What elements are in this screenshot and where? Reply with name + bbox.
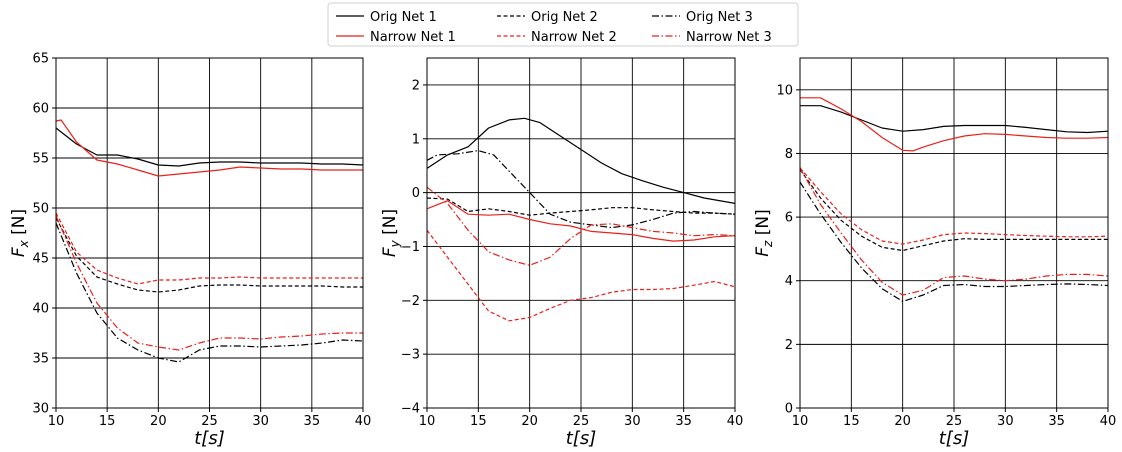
- legend-entry-narrow-net-2: Narrow Net 2: [531, 30, 617, 45]
- y-tick-label: 8: [785, 147, 793, 162]
- legend-entry-orig-net-3: Orig Net 3: [686, 10, 753, 25]
- series-line-narrow-net-2: [55, 212, 363, 285]
- x-tick-label: 25: [201, 414, 218, 429]
- y-tick-label: 50: [32, 202, 49, 217]
- x-tick-label: 25: [946, 414, 963, 429]
- y-axis-label: Fz [N]: [753, 209, 775, 256]
- x-tick-label: 10: [419, 414, 436, 429]
- fy-chart: 10 15 20 25 30 35 40 −4 −3 −2 −1 0 1 2 t[s] Fy [N]: [380, 57, 744, 449]
- x-tick-label: 30: [624, 414, 641, 429]
- y-tick-label: 2: [785, 338, 793, 353]
- x-tick-label: 30: [997, 414, 1014, 429]
- y-tick-label: 30: [32, 402, 49, 417]
- x-tick-label: 35: [1048, 414, 1065, 429]
- y-tick-label: 1: [412, 132, 420, 147]
- x-tick-label: 35: [304, 414, 321, 429]
- legend-entry-narrow-net-3: Narrow Net 3: [686, 30, 772, 45]
- y-tick-label: −1: [401, 240, 420, 255]
- x-axis-label: t[s]: [566, 428, 596, 449]
- series-line-narrow-net-1: [800, 97, 1109, 152]
- x-tick-label: 25: [573, 414, 590, 429]
- y-tick-label: −3: [401, 348, 420, 363]
- x-axis-label: t[s]: [939, 428, 969, 449]
- x-tick-label: 30: [252, 414, 269, 429]
- y-tick-label: 6: [785, 211, 793, 226]
- x-tick-label: 40: [727, 414, 744, 429]
- x-tick-label: 15: [99, 414, 116, 429]
- series-line-orig-net-1: [426, 117, 736, 204]
- legend-entry-orig-net-1: Orig Net 1: [370, 10, 437, 25]
- fx-chart: 10 15 20 25 30 35 40 30 35 40 45 50 55 60 65 t[s] Fx [N]: [9, 52, 371, 450]
- y-tick-label: −4: [401, 402, 420, 417]
- x-tick-label: 10: [792, 414, 809, 429]
- fz-chart: 10 15 20 25 30 35 40 0 2 4 6 8 10 t[s] Fz [N]: [753, 57, 1117, 449]
- y-tick-label: 10: [776, 83, 793, 98]
- series-line-narrow-net-3: [55, 215, 363, 351]
- x-tick-label: 15: [843, 414, 860, 429]
- series-line-narrow-net-1: [426, 200, 736, 242]
- x-axis-label: t[s]: [194, 428, 224, 449]
- series-line-orig-net-3: [426, 150, 736, 229]
- y-tick-label: 40: [32, 302, 49, 317]
- y-tick-label: 55: [32, 152, 49, 167]
- y-tick-label: 0: [785, 402, 793, 417]
- series-line-orig-net-3: [55, 222, 364, 363]
- x-tick-label: 40: [355, 414, 372, 429]
- series-line-orig-net-1: [55, 127, 364, 167]
- series-line-narrow-net-2: [426, 229, 736, 322]
- series-line-orig-net-1: [800, 105, 1109, 134]
- y-tick-label: 4: [785, 274, 793, 289]
- y-tick-label: 0: [412, 186, 420, 201]
- x-tick-label: 20: [150, 414, 167, 429]
- x-tick-label: 10: [48, 414, 65, 429]
- series-line-orig-net-3: [799, 181, 1109, 302]
- series-line-narrow-net-3: [426, 186, 736, 266]
- series-line-narrow-net-3: [799, 167, 1109, 296]
- y-axis-label: Fx [N]: [9, 209, 31, 257]
- legend-entry-narrow-net-1: Narrow Net 1: [370, 30, 456, 45]
- y-tick-label: 45: [32, 252, 49, 267]
- legend: Orig Net 1 Orig Net 2 Orig Net 3 Narrow Net…: [327, 2, 799, 47]
- y-tick-label: 2: [412, 78, 420, 93]
- y-tick-label: 35: [32, 352, 49, 367]
- x-tick-label: 15: [470, 414, 487, 429]
- series-line-narrow-net-1: [55, 119, 363, 177]
- x-tick-label: 20: [894, 414, 911, 429]
- series-line-orig-net-2: [799, 169, 1108, 252]
- x-tick-label: 20: [521, 414, 538, 429]
- y-tick-label: 65: [32, 52, 49, 67]
- series-line-narrow-net-2: [799, 167, 1109, 245]
- y-axis-label: Fy [N]: [380, 209, 402, 257]
- y-tick-label: −2: [401, 294, 420, 309]
- legend-entry-orig-net-2: Orig Net 2: [531, 10, 598, 25]
- x-tick-label: 35: [675, 414, 692, 429]
- y-tick-label: 60: [32, 102, 49, 117]
- x-tick-label: 40: [1100, 414, 1117, 429]
- legend-frame: [327, 2, 799, 47]
